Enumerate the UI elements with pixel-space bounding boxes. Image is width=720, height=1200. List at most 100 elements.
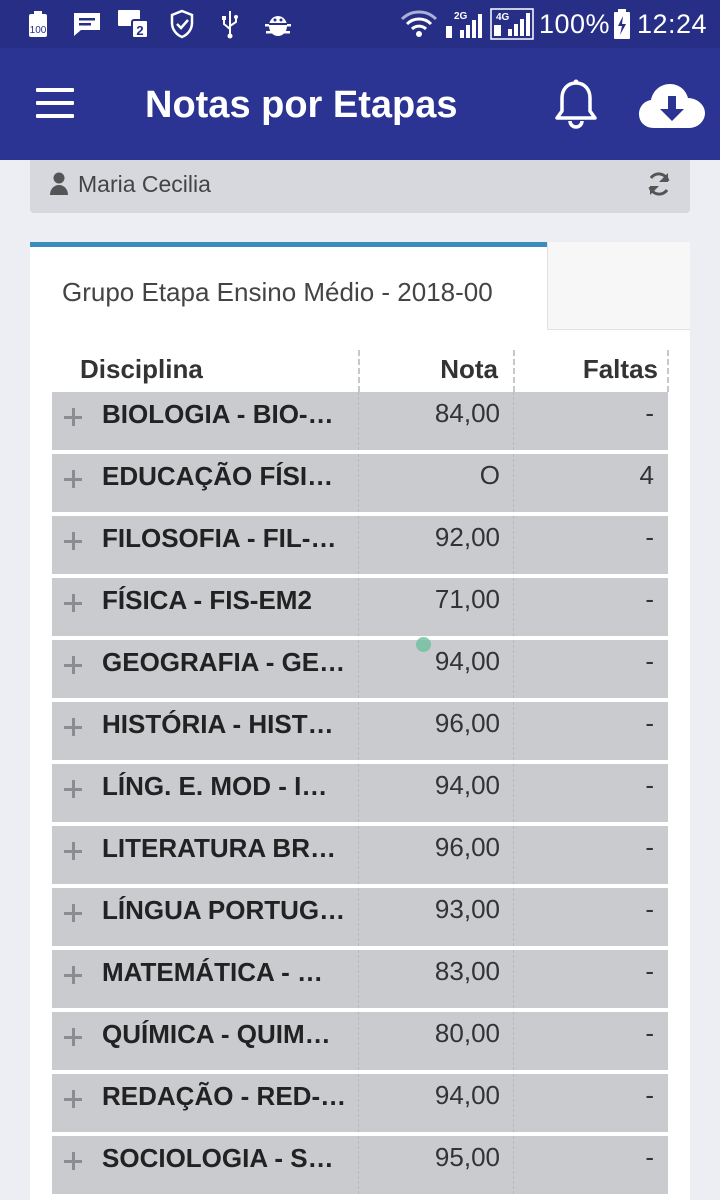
header-faltas[interactable]: Faltas bbox=[582, 354, 658, 384]
disciplina-cell: FÍSICA - FIS-EM2 bbox=[102, 585, 312, 615]
expand-plus-icon[interactable] bbox=[64, 904, 82, 922]
column-divider bbox=[513, 1136, 514, 1194]
user-bar: Maria Cecilia bbox=[30, 160, 690, 213]
faltas-cell: - bbox=[645, 832, 654, 862]
disciplina-cell: FILOSOFIA - FIL-… bbox=[102, 523, 337, 553]
column-divider bbox=[358, 454, 359, 512]
disciplina-cell: SOCIOLOGIA - S… bbox=[102, 1143, 334, 1173]
header-disciplina[interactable]: Disciplina bbox=[80, 354, 203, 384]
sim-badge: 2 bbox=[136, 23, 143, 38]
column-divider bbox=[513, 888, 514, 946]
expand-plus-icon[interactable] bbox=[64, 1152, 82, 1170]
tab-strip-empty bbox=[547, 242, 690, 330]
tab-grupo-etapa[interactable]: Grupo Etapa Ensino Médio - 2018-00 bbox=[30, 242, 547, 330]
column-divider bbox=[513, 1074, 514, 1132]
expand-plus-icon[interactable] bbox=[64, 1090, 82, 1108]
nota-cell: 94,00 bbox=[434, 770, 500, 800]
expand-plus-icon[interactable] bbox=[64, 408, 82, 426]
nota-cell: 71,00 bbox=[434, 584, 500, 614]
column-divider bbox=[513, 764, 514, 822]
expand-plus-icon[interactable] bbox=[64, 470, 82, 488]
user-icon bbox=[50, 172, 68, 196]
nota-cell: 93,00 bbox=[434, 894, 500, 924]
signal-4g-icon: 4G bbox=[490, 8, 534, 40]
table-row[interactable]: MATEMÁTICA - … 83,00 - bbox=[52, 950, 668, 1008]
table-row[interactable]: EDUCAÇÃO FÍSI… O 4 bbox=[52, 454, 668, 512]
faltas-cell: - bbox=[645, 956, 654, 986]
column-divider bbox=[513, 826, 514, 884]
expand-plus-icon[interactable] bbox=[64, 966, 82, 984]
app-bar: Notas por Etapas bbox=[0, 48, 720, 160]
nota-cell: O bbox=[479, 460, 500, 490]
expand-plus-icon[interactable] bbox=[64, 594, 82, 612]
column-divider bbox=[358, 702, 359, 760]
faltas-cell: - bbox=[645, 522, 654, 552]
disciplina-cell: LÍNGUA PORTUG… bbox=[102, 895, 346, 925]
user-name: Maria Cecilia bbox=[78, 171, 211, 197]
touch-indicator bbox=[416, 637, 431, 652]
expand-plus-icon[interactable] bbox=[64, 532, 82, 550]
usb-icon bbox=[218, 8, 242, 40]
disciplina-cell: GEOGRAFIA - GE… bbox=[102, 647, 346, 677]
column-divider bbox=[358, 764, 359, 822]
nota-cell: 83,00 bbox=[434, 956, 500, 986]
faltas-cell: - bbox=[645, 770, 654, 800]
table-row[interactable]: SOCIOLOGIA - S… 95,00 - bbox=[52, 1136, 668, 1194]
table-row[interactable]: GEOGRAFIA - GE… 94,00 - bbox=[52, 640, 668, 698]
table-row[interactable]: FILOSOFIA - FIL-… 92,00 - bbox=[52, 516, 668, 574]
table-row[interactable]: HISTÓRIA - HIST… 96,00 - bbox=[52, 702, 668, 760]
nota-cell: 96,00 bbox=[434, 832, 500, 862]
expand-plus-icon[interactable] bbox=[64, 718, 82, 736]
column-divider bbox=[513, 1012, 514, 1070]
bell-icon[interactable] bbox=[552, 78, 600, 132]
disciplina-cell: MATEMÁTICA - … bbox=[102, 957, 323, 987]
column-divider bbox=[513, 640, 514, 698]
sim-message-icon: 2 bbox=[116, 8, 152, 40]
disciplina-cell: BIOLOGIA - BIO-… bbox=[102, 399, 334, 429]
refresh-icon[interactable] bbox=[646, 170, 672, 198]
column-divider bbox=[513, 350, 515, 392]
column-divider bbox=[358, 950, 359, 1008]
table-row[interactable]: FÍSICA - FIS-EM2 71,00 - bbox=[52, 578, 668, 636]
nota-cell: 80,00 bbox=[434, 1018, 500, 1048]
header-nota[interactable]: Nota bbox=[440, 354, 498, 384]
expand-plus-icon[interactable] bbox=[64, 842, 82, 860]
table-row[interactable]: LITERATURA BR… 96,00 - bbox=[52, 826, 668, 884]
expand-plus-icon[interactable] bbox=[64, 1028, 82, 1046]
table-row[interactable]: LÍNGUA PORTUG… 93,00 - bbox=[52, 888, 668, 946]
nota-cell: 94,00 bbox=[434, 1080, 500, 1110]
grades-card: Grupo Etapa Ensino Médio - 2018-00 Disci… bbox=[30, 242, 690, 1200]
disciplina-cell: QUÍMICA - QUIM… bbox=[102, 1019, 331, 1049]
table-row[interactable]: REDAÇÃO - RED-… 94,00 - bbox=[52, 1074, 668, 1132]
cloud-download-icon[interactable] bbox=[638, 82, 706, 130]
column-divider bbox=[358, 640, 359, 698]
table-row[interactable]: BIOLOGIA - BIO-… 84,00 - bbox=[52, 392, 668, 450]
table-row[interactable]: LÍNG. E. MOD - I… 94,00 - bbox=[52, 764, 668, 822]
disciplina-cell: LÍNG. E. MOD - I… bbox=[102, 771, 328, 801]
expand-plus-icon[interactable] bbox=[64, 656, 82, 674]
nota-cell: 94,00 bbox=[434, 646, 500, 676]
tab-label: Grupo Etapa Ensino Médio - 2018-00 bbox=[62, 277, 493, 307]
status-bar: 100 2 bbox=[0, 0, 720, 48]
table-header: Disciplina Nota Faltas bbox=[50, 350, 670, 392]
disciplina-cell: REDAÇÃO - RED-… bbox=[102, 1081, 347, 1111]
column-divider bbox=[358, 888, 359, 946]
page-title: Notas por Etapas bbox=[145, 84, 458, 126]
column-divider bbox=[513, 950, 514, 1008]
faltas-cell: - bbox=[645, 1080, 654, 1110]
message-icon bbox=[72, 8, 102, 40]
faltas-cell: - bbox=[645, 894, 654, 924]
disciplina-cell: LITERATURA BR… bbox=[102, 833, 336, 863]
expand-plus-icon[interactable] bbox=[64, 780, 82, 798]
column-divider bbox=[358, 1136, 359, 1194]
signal-2g-icon: 2G bbox=[444, 8, 486, 40]
signal-2g-label: 2G bbox=[454, 11, 468, 22]
faltas-cell: - bbox=[645, 1018, 654, 1048]
column-divider bbox=[513, 516, 514, 574]
signal-4g-label: 4G bbox=[496, 12, 510, 23]
column-divider bbox=[513, 578, 514, 636]
column-divider bbox=[513, 702, 514, 760]
menu-icon[interactable] bbox=[36, 88, 76, 120]
table-row[interactable]: QUÍMICA - QUIM… 80,00 - bbox=[52, 1012, 668, 1070]
android-debug-icon bbox=[262, 8, 294, 40]
